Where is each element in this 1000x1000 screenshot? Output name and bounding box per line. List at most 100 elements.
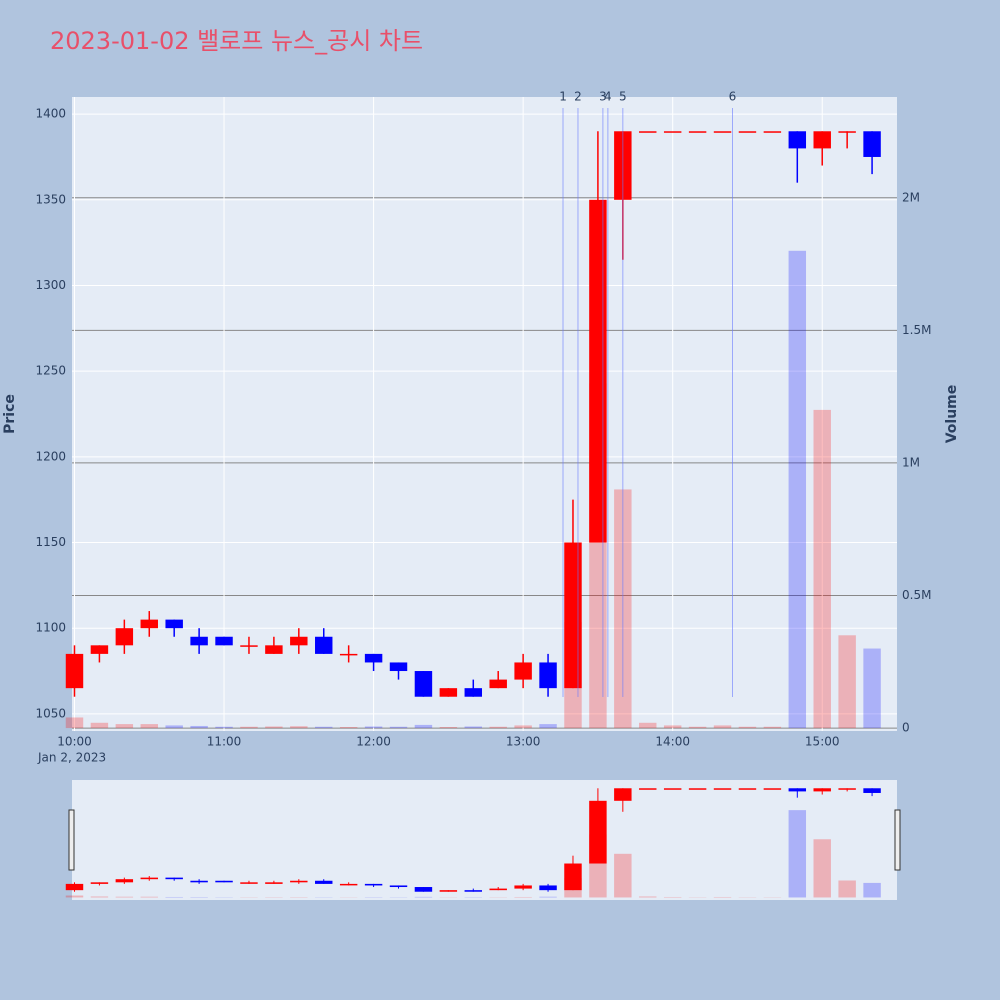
volume-bar (140, 724, 158, 729)
y2-tick-label: 0 (902, 721, 910, 735)
candle-body (763, 131, 782, 133)
candle-body (190, 880, 208, 883)
volume-bar (763, 726, 782, 729)
candle-body (663, 788, 682, 790)
candle-body (838, 131, 856, 133)
candle-body (389, 662, 408, 672)
candle-body (713, 131, 732, 133)
volume-bar (115, 724, 134, 729)
volume-bar (414, 724, 433, 729)
candle-body (140, 877, 158, 880)
news-label: 4 (604, 90, 612, 104)
candle-body (863, 788, 881, 793)
volume-bar (265, 726, 283, 729)
candle-body (564, 863, 582, 891)
volume-bar (863, 882, 881, 898)
candle-body (589, 800, 607, 864)
volume-bar (788, 250, 807, 729)
candle-body (190, 636, 208, 646)
x-tick-label: 15:00 (805, 735, 840, 749)
candle-body (738, 788, 757, 790)
candle-body (65, 883, 84, 891)
volume-bar (290, 726, 308, 729)
candle-body (614, 788, 632, 801)
volume-bar (614, 853, 632, 898)
candle-body (339, 883, 358, 886)
y-axis-label: Price (2, 394, 18, 434)
volume-bar (140, 896, 158, 898)
volume-bar (639, 896, 657, 898)
volume-bar (713, 725, 732, 729)
candle-body (315, 880, 333, 884)
candle-body (65, 653, 84, 689)
range-handle[interactable] (68, 809, 75, 871)
x-tick-label: 12:00 (356, 735, 391, 749)
candle-body (539, 662, 557, 689)
x-date-label: Jan 2, 2023 (37, 751, 106, 765)
volume-bar (240, 726, 258, 729)
candle-body (215, 880, 233, 883)
candle-body (339, 653, 358, 656)
candle-body (639, 788, 657, 790)
volume-bar (788, 810, 807, 898)
range-slider[interactable] (72, 780, 897, 900)
candle-body (165, 619, 183, 629)
candle-body (115, 879, 134, 883)
volume-bar (514, 725, 532, 729)
volume-bar (489, 726, 507, 729)
news-label: 1 (559, 90, 567, 104)
y-tick-label: 1050 (35, 706, 66, 720)
y-tick-label: 1150 (35, 535, 66, 549)
candle-body (788, 788, 807, 792)
news-label: 6 (729, 90, 737, 104)
volume-bar (539, 724, 557, 729)
candle-body (240, 645, 258, 647)
candle-body (589, 199, 607, 543)
candle-body (738, 131, 757, 133)
volume-bar (439, 727, 458, 729)
candle-body (364, 653, 383, 663)
volume-bar (414, 896, 433, 898)
y2-tick-label: 2M (902, 190, 920, 204)
candle-body (639, 131, 657, 133)
volume-bar (738, 726, 757, 729)
candle-body (539, 885, 557, 891)
candle-body (389, 885, 408, 888)
candle-body (215, 636, 233, 646)
volume-bar (339, 727, 358, 729)
candle-body (713, 788, 732, 790)
chart-title: 2023-01-02 밸로프 뉴스_공시 차트 (50, 27, 423, 55)
volume-bar (115, 896, 134, 898)
candle-body (564, 542, 582, 689)
news-label: 5 (619, 90, 627, 104)
candle-body (240, 882, 258, 884)
y2-tick-label: 1M (902, 455, 920, 469)
candle-body (489, 888, 507, 891)
volume-bar (539, 896, 557, 898)
x-tick-label: 13:00 (506, 735, 541, 749)
candle-body (265, 882, 283, 884)
volume-bar (90, 722, 109, 729)
candle-body (439, 688, 458, 697)
y-tick-label: 1250 (35, 364, 66, 378)
candle-body (414, 887, 433, 892)
y-tick-label: 1400 (35, 107, 66, 121)
candle-body (165, 877, 183, 880)
volume-bar (813, 409, 831, 729)
x-tick-label: 11:00 (207, 735, 242, 749)
candle-body (489, 679, 507, 689)
candle-body (514, 662, 532, 680)
candle-body (140, 619, 158, 629)
candle-body (115, 628, 134, 646)
candle-body (265, 645, 283, 654)
candle-body (90, 882, 109, 884)
news-label: 2 (574, 90, 582, 104)
volume-bar (838, 880, 856, 898)
candle-body (364, 883, 383, 886)
volume-bar (464, 726, 483, 729)
candle-body (464, 688, 483, 697)
y2-axis-label: Volume (944, 385, 960, 444)
range-handle[interactable] (894, 809, 901, 871)
